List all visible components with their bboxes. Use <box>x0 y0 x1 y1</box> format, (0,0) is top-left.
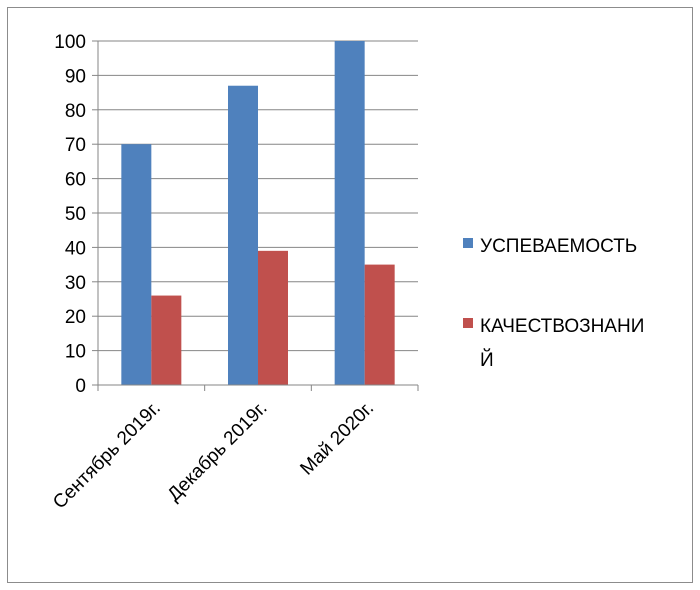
bar-kachestvo <box>364 264 395 385</box>
y-tick-label: 80 <box>65 101 86 122</box>
bars <box>121 41 395 385</box>
y-tick-label: 40 <box>65 238 86 259</box>
y-tick-label: 50 <box>65 204 86 225</box>
x-axis-category-labels: Сентябрь 2019г.Декабрь 2019г. Май 2020г. <box>49 398 378 514</box>
y-tick-label: 10 <box>65 342 86 363</box>
y-tick-label: 70 <box>65 135 86 156</box>
bar-uspevaemost <box>228 85 258 385</box>
bar-uspevaemost <box>334 41 365 385</box>
legend: УСПЕВАЕМОСТЬ КАЧЕСТВОЗНАНИ Й <box>463 236 650 371</box>
axes <box>97 41 419 391</box>
x-category-label: Сентябрь 2019г. <box>49 398 165 514</box>
y-tick-label: 0 <box>75 376 86 397</box>
legend-label-uspevaemost: УСПЕВАЕМОСТЬ <box>480 236 637 257</box>
bar-kachestvo <box>258 250 288 385</box>
bar-uspevaemost <box>121 144 152 385</box>
y-axis-tick-labels: 0 10 20 30 40 50 60 70 80 90 100 <box>54 32 86 397</box>
legend-label-kachestvo: КАЧЕСТВОЗНАНИ Й <box>480 316 650 371</box>
y-tick-label: 60 <box>65 170 86 191</box>
x-category-label: Май 2020г. <box>296 398 378 480</box>
y-tick-label: 20 <box>65 307 86 328</box>
y-tick-label: 90 <box>65 66 86 87</box>
legend-swatch-uspevaemost <box>463 238 473 248</box>
y-tick-label: 30 <box>65 273 86 294</box>
y-tick-label: 100 <box>54 32 86 53</box>
bar-kachestvo <box>151 295 182 385</box>
legend-label-kachestvo-line-2: Й <box>480 349 494 371</box>
x-category-label: Декабрь 2019г. <box>164 398 272 506</box>
legend-label-kachestvo-line-1: КАЧЕСТВОЗНАНИ <box>480 316 644 337</box>
legend-swatch-kachestvo <box>463 318 473 328</box>
